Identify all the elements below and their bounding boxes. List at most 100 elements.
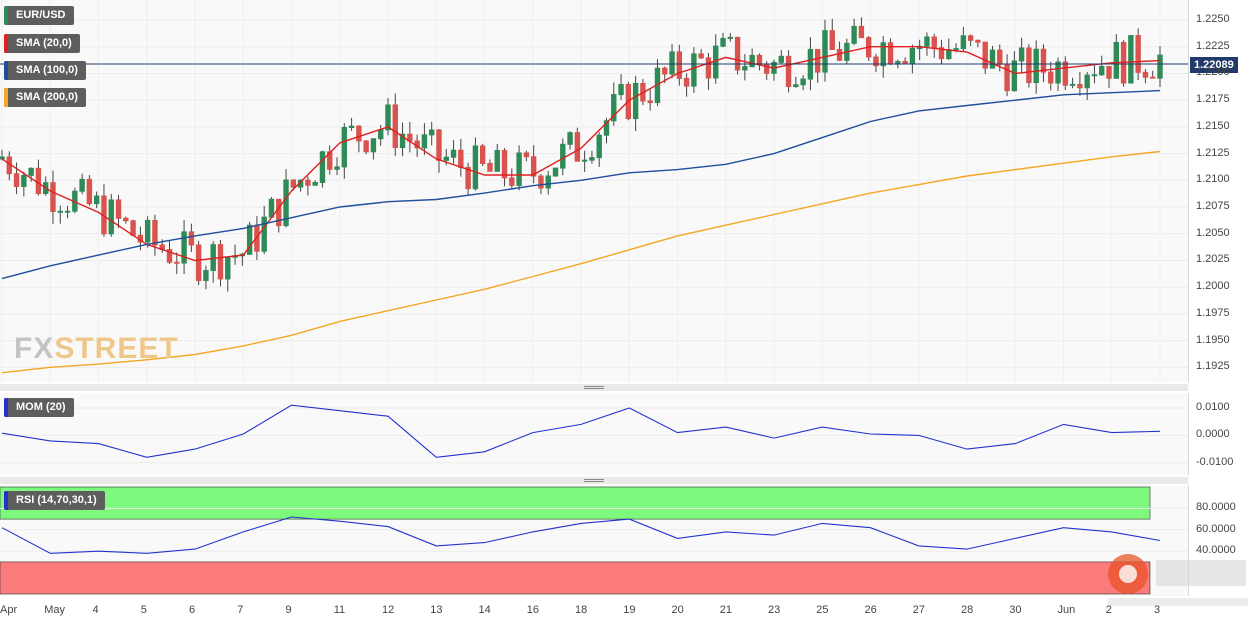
bullish-candle xyxy=(399,133,406,149)
logo-street: STREET xyxy=(54,332,179,365)
time-axis-label: 7 xyxy=(237,604,244,616)
bullish-candle xyxy=(79,178,85,192)
bullish-candle xyxy=(560,143,566,169)
mom-tick-label: -0.0100 xyxy=(1196,455,1234,468)
bearish-candle xyxy=(123,217,129,222)
divider-grip-line xyxy=(584,479,604,480)
bullish-candle xyxy=(545,175,551,189)
bullish-candle xyxy=(203,270,209,282)
price-tick-label: 1.2000 xyxy=(1196,280,1230,293)
time-axis-label: 2 xyxy=(1105,604,1112,616)
price-tick-label: 1.1950 xyxy=(1196,333,1230,346)
bearish-candle xyxy=(1106,65,1112,79)
bullish-candle xyxy=(960,35,967,50)
bearish-candle xyxy=(509,177,515,186)
bullish-candle xyxy=(93,195,100,205)
bullish-candle xyxy=(618,83,624,96)
bearish-candle xyxy=(814,48,821,73)
symbol-label: EUR/USD xyxy=(16,9,66,21)
time-axis-label: 16 xyxy=(526,604,539,616)
bearish-candle xyxy=(487,162,493,172)
momentum-pane[interactable] xyxy=(0,393,1189,475)
bearish-candle xyxy=(756,54,763,65)
bearish-candle xyxy=(1077,83,1083,89)
time-axis-label: 14 xyxy=(478,604,491,616)
bullish-candle xyxy=(472,145,479,190)
sma100-tag[interactable]: SMA (100,0) xyxy=(4,61,86,80)
bullish-candle xyxy=(581,159,588,162)
bearish-candle xyxy=(1004,63,1010,92)
pane-divider-1[interactable] xyxy=(0,384,1188,391)
bullish-candle xyxy=(632,82,639,120)
bearish-candle xyxy=(967,35,974,41)
bearish-candle xyxy=(836,48,843,61)
momentum-chart-svg xyxy=(0,404,1188,464)
bullish-candle xyxy=(713,45,719,79)
rsi-oversold-zone xyxy=(0,561,1151,595)
bullish-candle xyxy=(181,231,187,264)
bullish-candle xyxy=(428,129,435,136)
price-tick-label: 1.2150 xyxy=(1196,119,1230,132)
mom-tick-label: 0.0100 xyxy=(1196,400,1230,413)
bullish-candle xyxy=(348,125,355,129)
rsi-overbought-zone xyxy=(0,486,1151,520)
sma200-color-bar xyxy=(4,88,8,107)
rsi-line xyxy=(1,516,1161,554)
bearish-candle xyxy=(1135,35,1141,73)
bullish-candle xyxy=(749,54,755,68)
bearish-candle xyxy=(647,100,653,104)
time-axis-label: 21 xyxy=(719,604,732,616)
symbol-color-bar xyxy=(4,6,8,25)
bearish-candle xyxy=(35,167,42,194)
bullish-candle xyxy=(669,51,675,75)
time-axis-label: Jun xyxy=(1057,604,1076,616)
time-axis-label: 4 xyxy=(92,604,99,616)
sma20-tag[interactable]: SMA (20,0) xyxy=(4,34,80,53)
bearish-candle xyxy=(458,149,464,168)
bullish-candle xyxy=(494,149,500,172)
price-tick-label: 1.2025 xyxy=(1196,253,1230,266)
bullish-candle xyxy=(691,53,697,87)
time-axis-label: 3 xyxy=(1154,604,1161,616)
bearish-candle xyxy=(676,51,683,79)
bearish-candle xyxy=(858,25,865,39)
bullish-candle xyxy=(1033,48,1039,84)
bearish-candle xyxy=(887,42,894,65)
bullish-candle xyxy=(21,174,27,187)
bearish-candle xyxy=(392,104,398,149)
sma200-tag[interactable]: SMA (200,0) xyxy=(4,88,86,107)
time-axis-label: 26 xyxy=(864,604,877,616)
time-axis-label: 11 xyxy=(333,604,346,616)
bullish-candle xyxy=(378,129,384,140)
bullish-candle xyxy=(334,166,340,170)
bullish-candle xyxy=(516,152,522,186)
divider-grip-line xyxy=(584,481,604,482)
bearish-candle xyxy=(217,244,224,280)
bearish-candle xyxy=(174,261,180,264)
bearish-candle xyxy=(290,179,297,188)
bearish-candle xyxy=(166,249,173,263)
bearish-candle xyxy=(276,198,282,227)
bearish-candle xyxy=(501,149,508,179)
bullish-candle xyxy=(385,104,391,131)
price-tick-label: 1.2250 xyxy=(1196,13,1230,26)
sma20-color-bar xyxy=(4,34,8,53)
bullish-candle xyxy=(1055,61,1061,84)
bullish-candle xyxy=(1091,74,1098,77)
bearish-candle xyxy=(130,220,136,236)
bearish-candle xyxy=(86,178,93,205)
symbol-tag[interactable]: EUR/USD xyxy=(4,6,74,25)
logo-fx: FX xyxy=(14,332,55,365)
bearish-candle xyxy=(465,166,471,190)
rsi-tag[interactable]: RSI (14,70,30,1) xyxy=(4,491,105,510)
last-price-badge: 1.22089 xyxy=(1190,57,1238,73)
price-tick-label: 1.2200 xyxy=(1196,66,1230,79)
bullish-candle xyxy=(64,210,71,213)
mom-tag[interactable]: MOM (20) xyxy=(4,398,74,417)
bearish-candle xyxy=(1062,61,1069,86)
pane-divider-2[interactable] xyxy=(0,477,1188,484)
rsi-tick-label: 60.0000 xyxy=(1196,522,1236,535)
bullish-candle xyxy=(1084,74,1090,89)
bullish-candle xyxy=(312,181,318,186)
bullish-candle xyxy=(800,78,806,86)
